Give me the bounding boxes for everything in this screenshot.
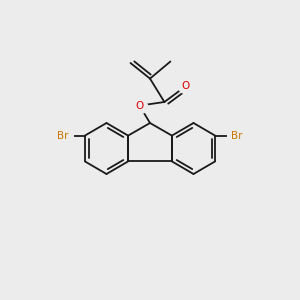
Text: Br: Br — [57, 130, 69, 141]
Text: O: O — [181, 81, 190, 92]
Text: O: O — [135, 100, 144, 111]
Text: Br: Br — [231, 130, 243, 141]
